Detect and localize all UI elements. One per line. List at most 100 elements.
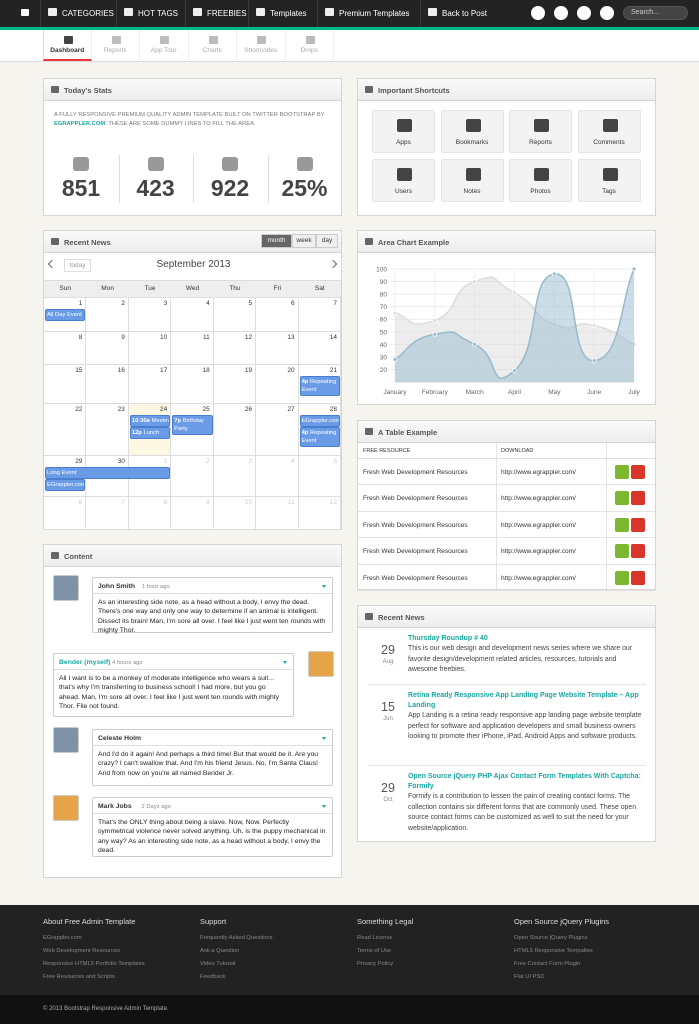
footer-link[interactable]: Feedback bbox=[200, 974, 226, 980]
nav-item[interactable]: Premium Templates bbox=[339, 9, 410, 18]
day-cell: 23 bbox=[86, 404, 129, 456]
ok-button[interactable] bbox=[615, 570, 629, 585]
nav-item[interactable]: FREEBIES bbox=[207, 9, 247, 18]
social-icon[interactable] bbox=[577, 6, 591, 20]
social-icon[interactable] bbox=[600, 6, 614, 20]
weekday-row bbox=[44, 280, 341, 298]
footer-link[interactable]: Free Resources and Scripts bbox=[43, 974, 115, 980]
point bbox=[472, 279, 478, 284]
calendar-event[interactable]: All Day Event bbox=[45, 309, 86, 321]
point bbox=[432, 318, 438, 323]
comment-header: Bender (myself) 4 hours ago bbox=[54, 654, 293, 670]
day-number: 7 bbox=[333, 300, 337, 307]
nav-item[interactable]: Back to Post bbox=[442, 9, 487, 18]
view-button[interactable]: day bbox=[316, 234, 338, 248]
event-time: 4p bbox=[301, 430, 309, 436]
view-button[interactable]: month bbox=[261, 234, 292, 248]
tab[interactable]: Dashboard bbox=[43, 30, 92, 61]
nav-item[interactable]: Templates bbox=[270, 9, 307, 18]
day-cell: 13 bbox=[256, 332, 299, 365]
delete-button[interactable] bbox=[631, 570, 645, 585]
day-number: 20 bbox=[287, 367, 295, 374]
day-cell: 15 bbox=[44, 365, 87, 404]
calendar-event[interactable]: EGrappler.com bbox=[299, 415, 340, 427]
day-number: 13 bbox=[287, 334, 295, 341]
tab[interactable]: Reports bbox=[92, 30, 140, 61]
intro-link[interactable]: EGRAPPLER.COM bbox=[54, 121, 106, 127]
nav-separator bbox=[116, 0, 117, 27]
delete-button[interactable] bbox=[631, 465, 645, 479]
tab[interactable]: Charts bbox=[189, 30, 237, 61]
nav-item[interactable]: HOT TAGS bbox=[138, 9, 179, 18]
tab-label: Dashboard bbox=[50, 47, 85, 54]
view-button[interactable]: week bbox=[292, 234, 316, 248]
shortcut-button[interactable]: Notes bbox=[440, 159, 504, 202]
calendar-event[interactable]: Long Event bbox=[45, 467, 171, 479]
table-panel: A Table Example FREE RESOURCE DOWNLOAD Fres… bbox=[357, 420, 656, 591]
footer: About Free Admin Template EGrappler.com We… bbox=[0, 905, 699, 995]
footer-link[interactable]: Responsive HTML5 Portfolio Templates bbox=[43, 961, 145, 967]
calendar-event[interactable]: 4p Repeating Event bbox=[299, 376, 340, 396]
shortcut-button[interactable]: Reports bbox=[509, 110, 572, 153]
shortcut-button[interactable]: Tags bbox=[577, 159, 641, 202]
tab[interactable]: Drops bbox=[286, 30, 334, 61]
table-header: FREE RESOURCE bbox=[363, 448, 411, 454]
calendar-event[interactable]: EGrappler.com bbox=[45, 479, 86, 491]
nav-item[interactable]: CATEGORIES bbox=[62, 9, 114, 18]
footer-link[interactable]: Terms of Use bbox=[357, 948, 392, 954]
delete-button[interactable] bbox=[631, 491, 645, 506]
footer-link[interactable]: Read License bbox=[357, 935, 393, 941]
footer-link[interactable]: HTML5 Responsive Tempaltes bbox=[514, 948, 593, 954]
calendar-event[interactable]: 10:30a Meeting bbox=[129, 415, 171, 427]
stat-separator bbox=[267, 155, 269, 203]
ok-button[interactable] bbox=[615, 491, 629, 506]
news-title[interactable]: Thursday Roundup # 40 bbox=[408, 635, 488, 642]
event-time: 10:30a bbox=[131, 418, 150, 424]
footer-link[interactable]: Video Tutorial bbox=[200, 961, 236, 967]
footer-link[interactable]: Web Development Resources bbox=[43, 948, 120, 954]
shortcut-button[interactable]: Bookmarks bbox=[440, 110, 504, 153]
footer-link[interactable]: EGrappler.com bbox=[43, 935, 82, 941]
day-number: 2 bbox=[121, 300, 125, 307]
delete-button[interactable] bbox=[631, 517, 645, 532]
search-placeholder: Search... bbox=[631, 9, 660, 16]
shortcut-button[interactable]: Users bbox=[372, 159, 435, 202]
stat-separator bbox=[193, 155, 194, 203]
day-number: 19 bbox=[244, 367, 253, 374]
weekday: Tue bbox=[144, 285, 156, 292]
footer-link[interactable]: Free Contact Form Plugin bbox=[514, 961, 581, 967]
social-icon[interactable] bbox=[531, 6, 545, 20]
news-title[interactable]: Open Source jQuery PHP Ajax Contact Form… bbox=[408, 773, 641, 790]
calendar-event[interactable]: 7p Birthday Party bbox=[172, 415, 213, 435]
ok-button[interactable] bbox=[615, 517, 629, 532]
search-box[interactable]: Search... bbox=[623, 6, 688, 20]
footer-link[interactable]: Frequently Asked Questions bbox=[200, 935, 273, 941]
icon bbox=[64, 36, 73, 44]
today-button[interactable]: today bbox=[64, 259, 91, 272]
delete-button[interactable] bbox=[631, 544, 645, 559]
shortcut-button[interactable]: Apps bbox=[372, 110, 435, 153]
comment-box: Mark Jobs 2 Days ago That's the ONLY thing… bbox=[92, 797, 333, 857]
footer-link[interactable]: Ask a Question bbox=[200, 948, 240, 954]
ok-button[interactable] bbox=[615, 465, 629, 479]
tab[interactable]: Shortcodes bbox=[237, 30, 286, 61]
shortcut-button[interactable]: Comments bbox=[577, 110, 641, 153]
table-header: DOWNLOAD bbox=[501, 448, 534, 454]
news-title[interactable]: Retina Ready Responsive App Landing Page… bbox=[408, 692, 639, 709]
calendar-event[interactable]: 4p Repeating Event bbox=[299, 427, 340, 447]
table-cell: Fresh Web Development Resources bbox=[363, 495, 468, 503]
shortcut-button[interactable]: Photos bbox=[509, 159, 572, 202]
news-separator bbox=[368, 765, 646, 766]
comment-box: Celeste Holm And I'd do it again! And per… bbox=[92, 729, 333, 786]
table-cell: http://www.egrappler.com/ bbox=[501, 469, 576, 476]
table-head bbox=[358, 443, 655, 459]
tab[interactable]: App Tour bbox=[140, 30, 189, 61]
calendar-event[interactable]: 12p Lunch bbox=[129, 427, 171, 439]
footer-link[interactable]: Open Source jQuery Plugins bbox=[514, 935, 588, 941]
panel-title: Content bbox=[64, 552, 93, 561]
footer-link[interactable]: Privacy Policy bbox=[357, 961, 394, 967]
footer-link[interactable]: Flat UI PSD bbox=[514, 974, 545, 980]
icon bbox=[534, 119, 549, 132]
ok-button[interactable] bbox=[615, 544, 629, 559]
social-icon[interactable] bbox=[554, 6, 568, 20]
